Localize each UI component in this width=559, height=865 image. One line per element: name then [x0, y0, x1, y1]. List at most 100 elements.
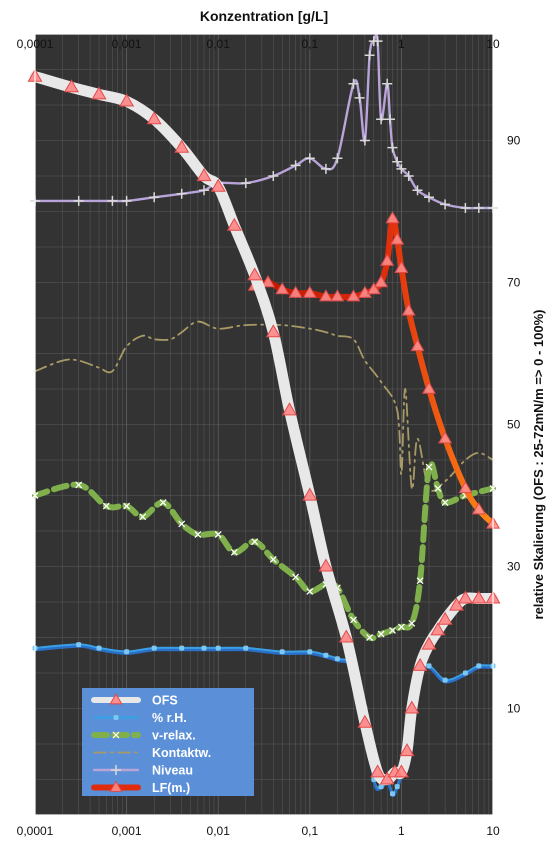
data-point-niveau	[332, 153, 343, 164]
y-tick-label: 90	[507, 134, 521, 148]
data-point-niveau	[403, 171, 414, 181]
data-point-lf-m	[357, 285, 372, 298]
data-point-niveau	[460, 203, 471, 213]
y-tick-label: 50	[507, 418, 521, 432]
data-point-v-relax	[139, 513, 147, 521]
legend-marker-niveau	[111, 765, 121, 775]
series-points-ofs	[27, 68, 501, 785]
data-point-ofs	[318, 558, 334, 572]
data-point-lf-m	[261, 274, 276, 288]
y-tick-label: 70	[507, 276, 521, 290]
data-point-r-h	[124, 649, 130, 655]
data-point-lf-m	[421, 381, 436, 394]
x-axis-title: Konzentration [g/L]	[200, 8, 328, 24]
series-line-kontaktw	[34, 320, 494, 492]
legend-marker-r-h	[113, 715, 119, 720]
data-point-ofs	[281, 402, 297, 416]
y-axis-title: relative Skalierung (OFS : 25-72mN/m => …	[531, 310, 546, 620]
data-point-niveau	[304, 153, 315, 164]
data-point-v-relax	[306, 587, 314, 595]
data-point-r-h	[96, 645, 102, 651]
x-tick-label-bottom: 0,1	[301, 824, 318, 838]
data-point-lf-m	[458, 480, 473, 494]
data-point-v-relax	[230, 548, 238, 556]
x-tick-label-bottom: 10	[486, 824, 500, 838]
data-point-ofs	[146, 111, 162, 125]
data-point-niveau	[290, 160, 301, 171]
data-point-r-h	[243, 645, 249, 651]
data-point-lf-m	[380, 253, 395, 266]
data-point-r-h	[307, 649, 313, 655]
data-point-v-relax	[123, 502, 131, 510]
data-point-niveau	[376, 114, 387, 125]
data-point-niveau	[412, 185, 423, 196]
data-point-niveau	[73, 195, 84, 206]
legend-label-v-relax: v-relax.	[152, 729, 196, 743]
data-point-ofs	[210, 178, 226, 192]
data-point-v-relax	[178, 520, 186, 528]
data-point-r-h	[215, 645, 221, 651]
data-point-niveau	[199, 185, 209, 196]
y-tick-label: 30	[507, 560, 521, 574]
data-point-ofs	[174, 139, 190, 153]
data-point-v-relax	[292, 573, 300, 581]
data-point-lf-m	[302, 285, 317, 298]
data-point-v-relax	[425, 463, 433, 471]
legend-item-ofs: OFS	[91, 692, 178, 708]
data-point-lf-m	[410, 338, 425, 352]
x-tick-label-top: 0,1	[301, 37, 318, 51]
data-point-v-relax	[441, 499, 449, 507]
data-point-ofs	[357, 714, 373, 728]
data-point-ofs	[91, 86, 107, 100]
data-point-r-h	[76, 642, 82, 648]
x-tick-label-top: 1	[398, 37, 405, 51]
series-niveau	[30, 33, 498, 213]
data-point-ofs	[430, 622, 446, 636]
data-point-ofs	[471, 590, 487, 604]
data-point-niveau	[176, 188, 187, 199]
data-point-ofs	[63, 79, 79, 93]
data-point-v-relax	[194, 531, 202, 538]
data-point-niveau	[392, 156, 403, 167]
data-point-lf-m	[330, 289, 345, 302]
data-point-niveau	[396, 163, 407, 174]
series-ofs	[27, 68, 501, 786]
x-tick-label-top: 0,0001	[17, 37, 54, 51]
gridlines	[34, 33, 493, 815]
data-point-lf-m	[394, 260, 409, 273]
data-point-ofs	[338, 629, 354, 643]
data-point-r-h	[201, 645, 207, 651]
data-point-ofs	[449, 597, 465, 611]
series-kontaktw	[34, 320, 494, 492]
legend-label-niveau: Niveau	[152, 764, 193, 778]
data-point-r-h	[323, 652, 329, 658]
data-point-r-h	[334, 656, 340, 662]
data-point-lf-m	[438, 431, 453, 444]
data-point-v-relax	[269, 555, 277, 563]
data-point-r-h	[476, 663, 482, 669]
data-point-niveau	[121, 195, 132, 206]
data-point-r-h	[151, 645, 157, 651]
legend-item-r-h: % r.H.	[92, 711, 187, 725]
data-point-r-h	[378, 784, 384, 790]
data-point-v-relax	[102, 502, 110, 510]
data-point-r-h	[462, 670, 468, 676]
legend-marker-v-relax	[112, 731, 120, 739]
legend: OFS % r.H. v-relax. Kontaktw. Niveau LF(m.)	[82, 688, 254, 796]
legend-label-lf-m: LF(m.)	[152, 781, 190, 795]
data-point-niveau	[372, 36, 383, 47]
data-point-ofs	[196, 167, 212, 182]
data-point-r-h	[426, 663, 432, 669]
data-point-niveau	[473, 203, 484, 213]
data-point-niveau	[240, 178, 251, 189]
data-point-ofs	[437, 611, 453, 625]
data-point-ofs	[393, 764, 409, 778]
data-point-niveau	[424, 192, 434, 203]
legend-label-ofs: OFS	[152, 694, 178, 708]
plot-frame	[34, 33, 494, 816]
x-tick-label-bottom: 0,01	[207, 824, 231, 838]
data-point-niveau	[348, 78, 359, 89]
data-point-ofs	[457, 590, 473, 604]
